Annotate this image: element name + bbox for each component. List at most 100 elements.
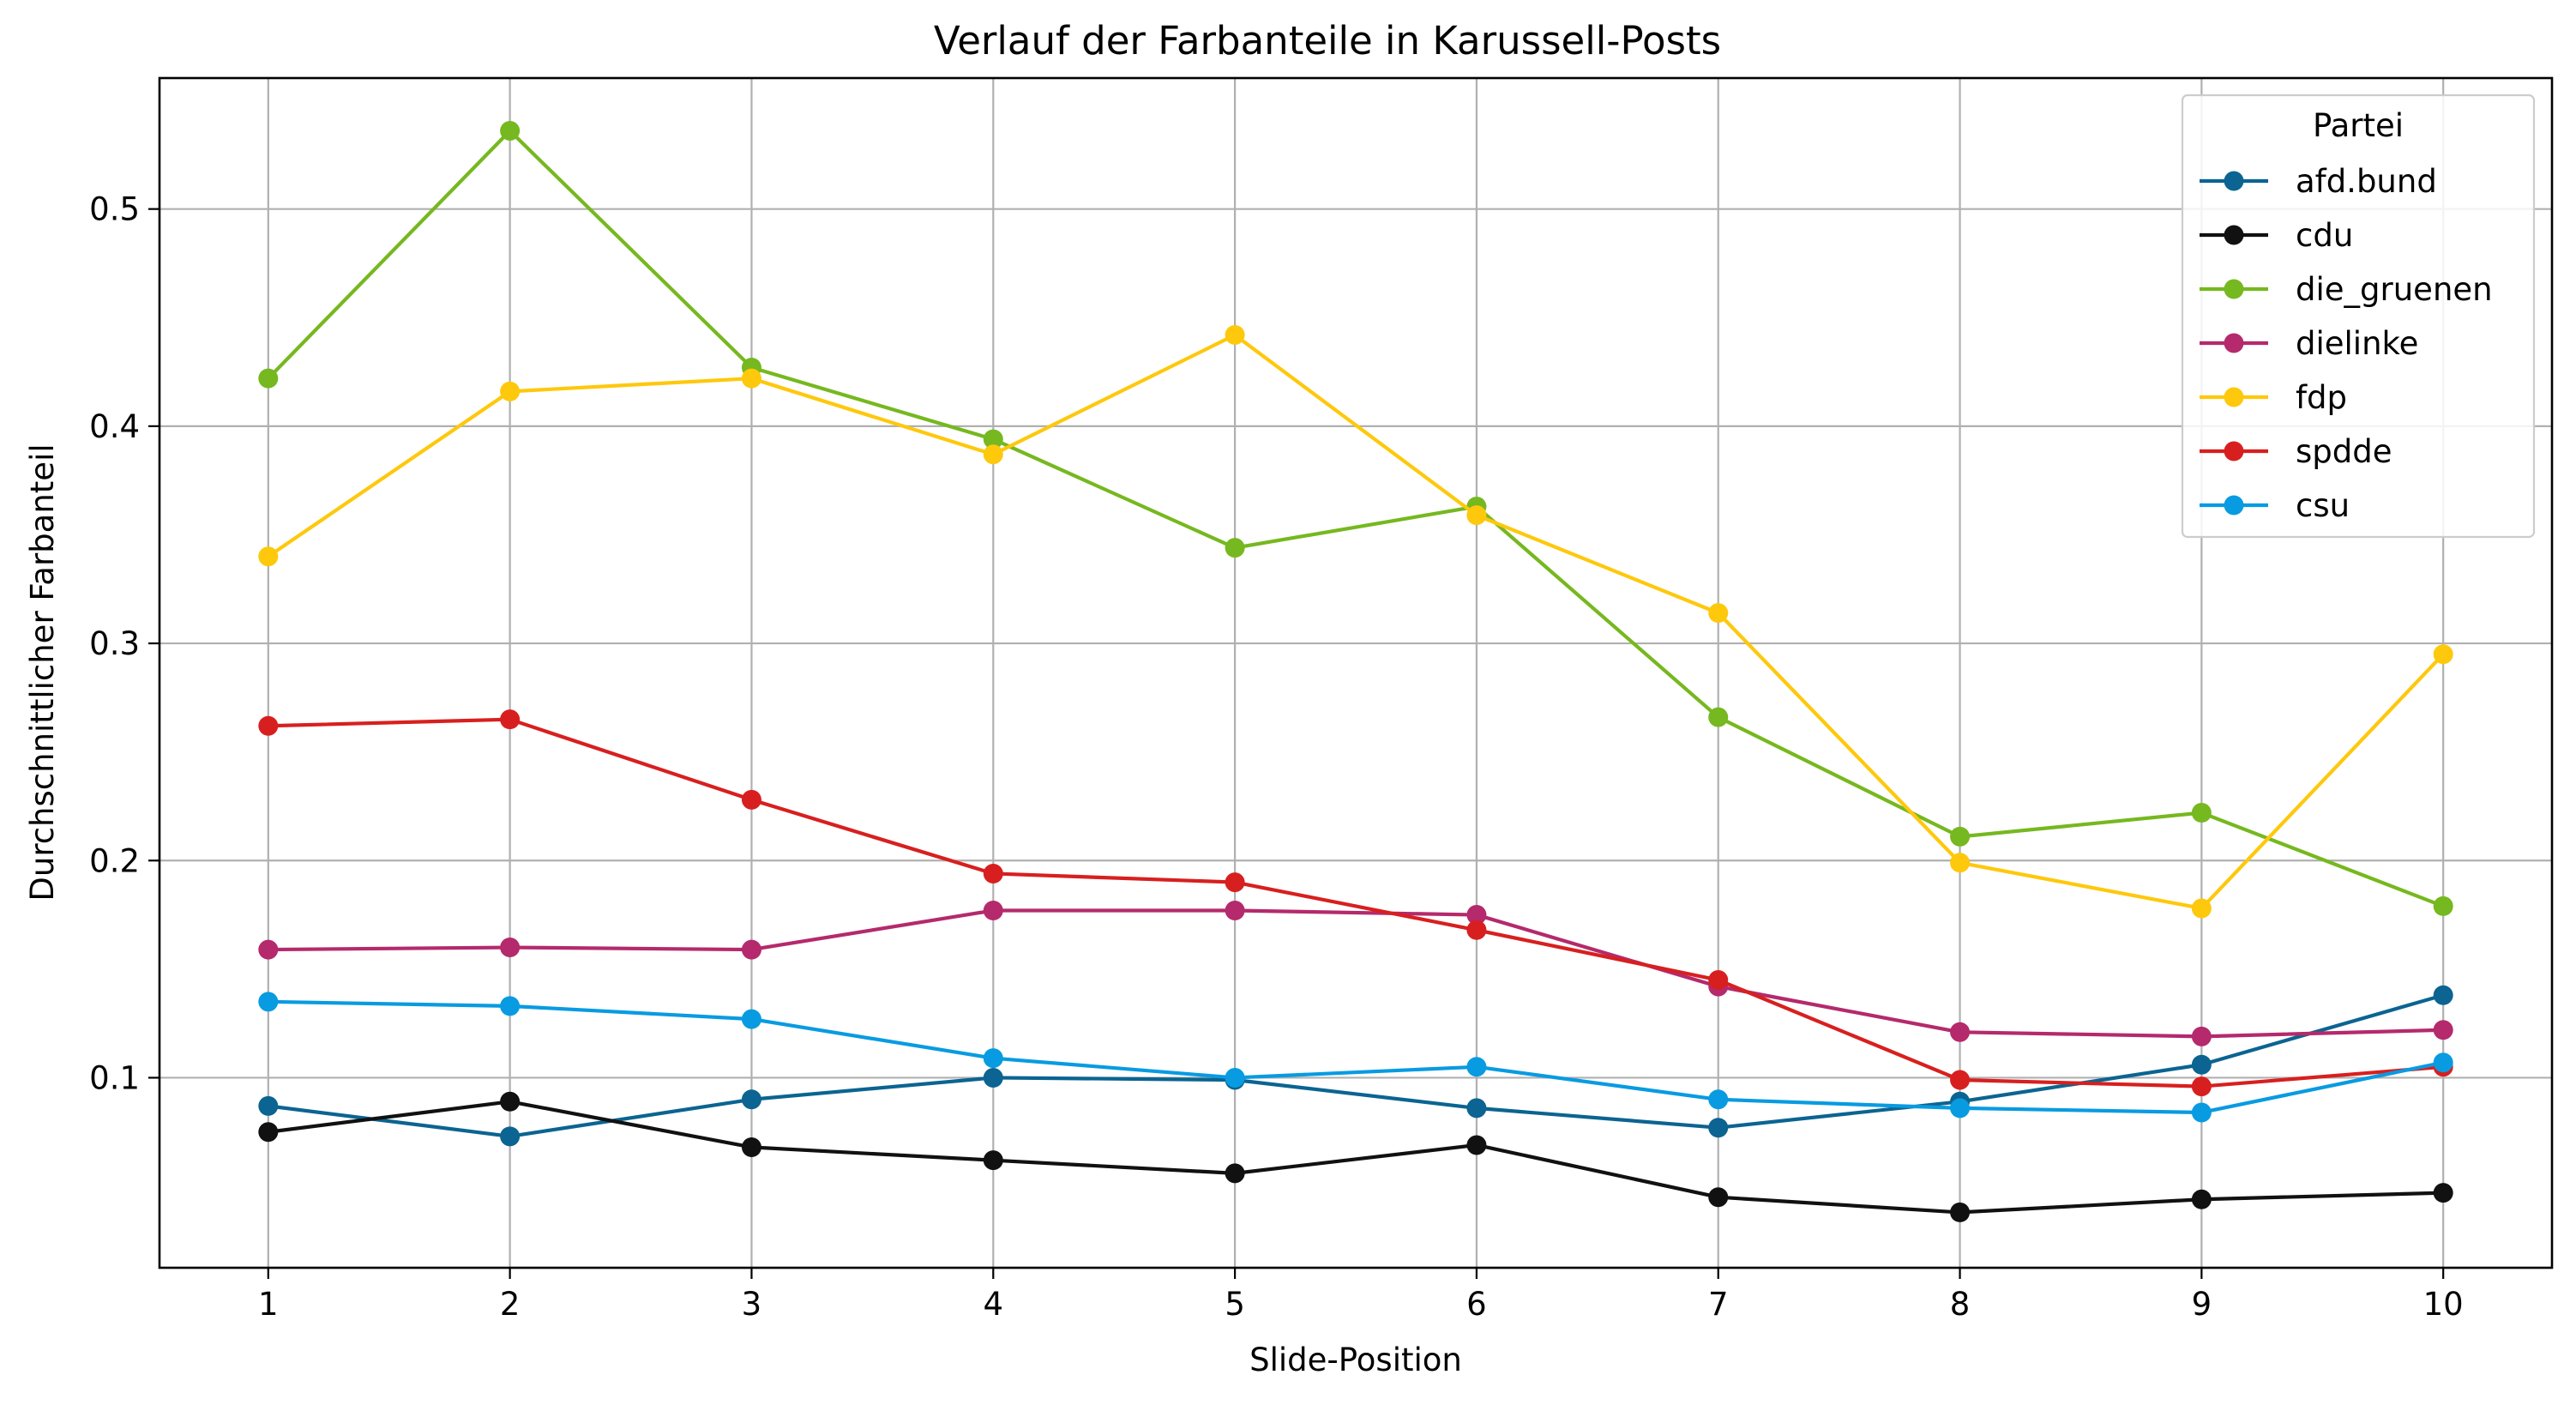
data-point	[1708, 1089, 1729, 1110]
data-point	[1950, 826, 1971, 847]
data-point	[500, 381, 521, 401]
data-point	[258, 1095, 279, 1116]
plot-frame	[158, 76, 2554, 1269]
x-tick-label: 8	[1950, 1286, 1971, 1323]
data-point	[1708, 970, 1729, 991]
x-tick-label: 3	[742, 1286, 762, 1323]
data-point	[258, 1122, 279, 1143]
data-point	[500, 1091, 521, 1112]
data-point	[1708, 1187, 1729, 1208]
x-tick-label: 10	[2423, 1286, 2464, 1323]
data-point	[1950, 1202, 1971, 1222]
legend-label: dielinke	[2296, 325, 2418, 362]
data-point	[2191, 1076, 2212, 1097]
data-point	[741, 1137, 761, 1157]
data-point	[258, 939, 279, 960]
data-point	[1466, 1135, 1487, 1155]
x-axis-label: Slide-Position	[1249, 1342, 1462, 1378]
y-tick-label: 0.1	[89, 1059, 140, 1096]
series-line	[267, 333, 2445, 911]
y-tick-label: 0.5	[89, 191, 140, 228]
legend-label: afd.bund	[2296, 163, 2437, 200]
series-dielinke	[258, 900, 2453, 1046]
legend-entry: dielinke	[2200, 325, 2418, 362]
legend-label: cdu	[2296, 217, 2353, 254]
data-point	[2191, 1102, 2212, 1123]
data-point	[2191, 898, 2212, 919]
series-line	[268, 1100, 2444, 1215]
y-tick-label: 0.2	[89, 842, 140, 879]
x-tick-label: 2	[500, 1286, 521, 1323]
data-point	[1225, 900, 1245, 920]
legend-label: spdde	[2296, 433, 2392, 470]
legend-swatch-marker	[2224, 279, 2244, 299]
data-point	[500, 121, 521, 142]
data-point	[258, 546, 279, 567]
data-point	[2433, 644, 2453, 665]
legend-swatch-marker	[2224, 171, 2244, 191]
data-point	[983, 1048, 1003, 1069]
series-line	[268, 999, 2444, 1115]
chart-title: Verlauf der Farbanteile in Karussell-Pos…	[934, 18, 1721, 63]
data-point	[741, 1089, 761, 1110]
legend-entry: csu	[2200, 487, 2350, 524]
data-point	[1225, 1067, 1245, 1088]
data-point	[1950, 1098, 1971, 1119]
data-point	[2191, 803, 2212, 823]
data-point	[1708, 1118, 1729, 1138]
data-point	[258, 715, 279, 736]
series-line	[267, 129, 2444, 908]
data-point	[258, 992, 279, 1012]
series-layer	[258, 121, 2453, 1222]
data-point	[2433, 1052, 2453, 1073]
x-tick-label: 4	[983, 1286, 1003, 1323]
data-point	[2191, 1026, 2212, 1046]
legend-swatch-marker	[2224, 441, 2244, 461]
data-point	[983, 900, 1003, 920]
data-point	[741, 368, 761, 389]
data-point	[258, 368, 279, 389]
legend-label: die_gruenen	[2296, 271, 2493, 308]
data-point	[983, 444, 1003, 465]
data-point	[500, 996, 521, 1016]
series-line	[268, 717, 2444, 1088]
data-point	[1466, 505, 1487, 526]
legend-label: fdp	[2296, 379, 2347, 416]
series-cdu	[258, 1091, 2453, 1222]
y-tick-label: 0.3	[89, 625, 140, 662]
series-line	[268, 993, 2444, 1138]
data-point	[1225, 872, 1245, 893]
data-point	[983, 1150, 1003, 1171]
data-point	[1466, 1057, 1487, 1077]
legend: Partei afd.bund cdu die_gruenen dielinke fdp s…	[2181, 93, 2536, 539]
data-point	[500, 1126, 521, 1147]
series-csu	[258, 992, 2453, 1123]
series-fdp	[258, 325, 2453, 919]
x-tick-label: 5	[1225, 1286, 1245, 1323]
series-spdde	[258, 709, 2453, 1097]
data-point	[1950, 1022, 1971, 1042]
data-point	[1708, 603, 1729, 624]
legend-swatch-marker	[2224, 495, 2244, 516]
legend-entry: fdp	[2200, 379, 2347, 416]
data-point	[1225, 325, 1245, 346]
data-point	[500, 709, 521, 730]
data-point	[983, 863, 1003, 883]
data-point	[1466, 1098, 1487, 1119]
series-line	[268, 908, 2444, 1039]
x-tick-label: 6	[1466, 1286, 1487, 1323]
data-point	[1225, 1163, 1245, 1184]
data-point	[2433, 1020, 2453, 1040]
data-point	[2191, 1054, 2212, 1075]
data-point	[500, 938, 521, 958]
legend-entry: afd.bund	[2200, 163, 2437, 200]
y-tick-label: 0.4	[89, 408, 140, 445]
x-tick-label: 7	[1708, 1286, 1729, 1323]
data-point	[2191, 1189, 2212, 1209]
data-point	[1950, 1070, 1971, 1090]
data-point	[2433, 1183, 2453, 1203]
data-point	[1950, 853, 1971, 873]
y-axis-label: Durchschnittlicher Farbanteil	[24, 443, 61, 901]
